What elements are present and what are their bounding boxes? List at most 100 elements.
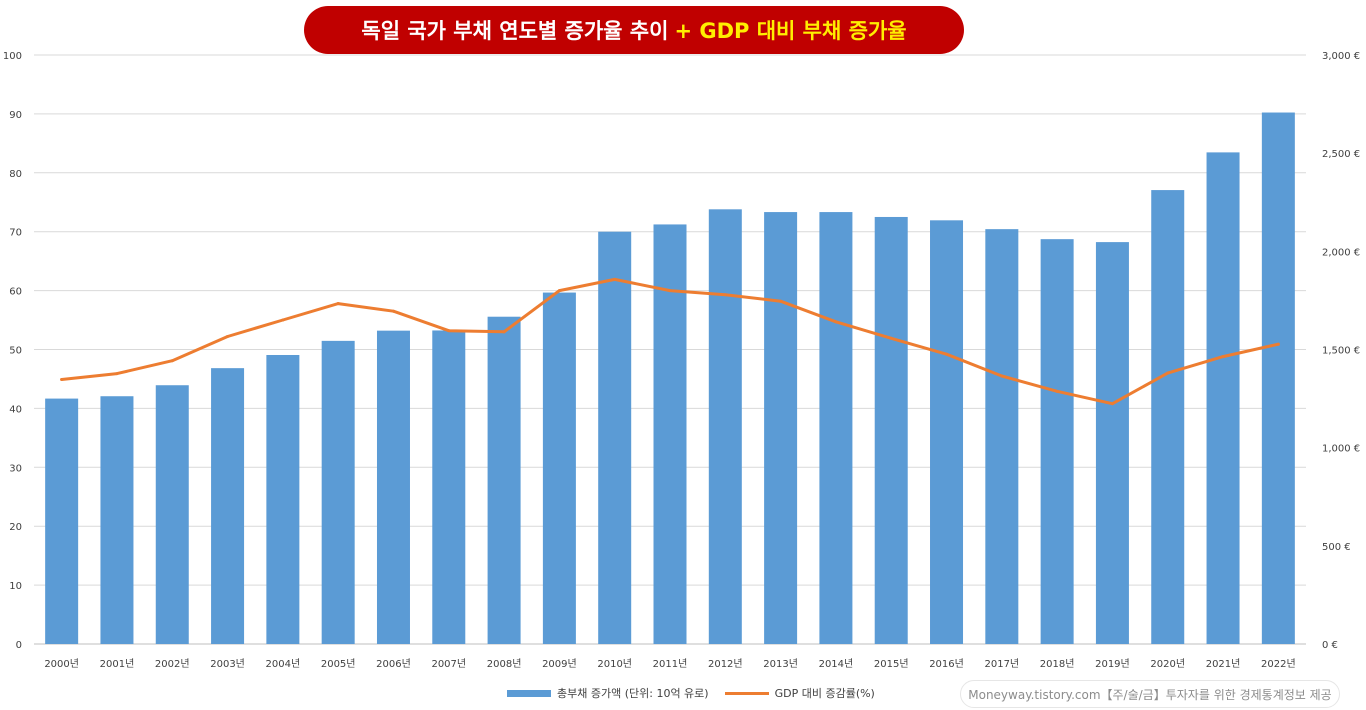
y-left-tick-label: 20 (9, 522, 22, 533)
chart-title-highlight: + GDP 대비 부채 증가율 (674, 19, 907, 43)
bar (1151, 190, 1185, 644)
x-tick-label: 2001년 (100, 658, 135, 670)
chart-title: 독일 국가 부채 연도별 증가율 추이 + GDP 대비 부채 증가율 (304, 6, 964, 54)
bar (321, 340, 355, 644)
line-point (723, 293, 727, 297)
x-tick-label: 2022년 (1261, 658, 1296, 670)
y-left-tick-label: 40 (9, 404, 22, 415)
bar (874, 216, 908, 644)
x-tick-label: 2015년 (874, 658, 909, 670)
legend-item-line: GDP 대비 증감률(%) (724, 685, 875, 701)
bar (266, 354, 300, 644)
line-point (945, 352, 949, 356)
bar (1261, 112, 1295, 645)
legend: 총부채 증가액 (단위: 10억 유로) GDP 대비 증감률(%) (507, 684, 891, 702)
y-left-tick-label: 90 (9, 110, 22, 121)
legend-swatch-bars (507, 689, 551, 697)
line-point (170, 359, 174, 363)
bar (708, 209, 742, 644)
bar (1095, 242, 1129, 645)
bar (432, 330, 466, 644)
y-right-tick-label: 0 € (1322, 640, 1338, 651)
x-tick-label: 2003년 (210, 658, 245, 670)
bar (598, 231, 632, 644)
chart-title-main: 독일 국가 부채 연도별 증가율 추이 (361, 19, 669, 43)
line-point (1166, 371, 1170, 375)
x-tick-label: 2014년 (819, 658, 854, 670)
line-point (1110, 402, 1114, 406)
x-tick-label: 2010년 (597, 658, 632, 670)
line-point (613, 277, 617, 281)
x-tick-label: 2002년 (155, 658, 190, 670)
y-left-tick-label: 80 (9, 169, 22, 180)
line-point (60, 378, 64, 382)
line-point (557, 289, 561, 293)
bar (985, 229, 1019, 645)
y-right-tick-label: 2,500 € (1322, 149, 1360, 160)
x-tick-label: 2019년 (1095, 658, 1130, 670)
legend-label-line: GDP 대비 증감률(%) (774, 687, 875, 700)
bar (542, 292, 576, 644)
bar (155, 385, 189, 644)
y-left-tick-label: 60 (9, 287, 22, 298)
y-right-tick-label: 3,000 € (1322, 51, 1360, 62)
bar (100, 396, 134, 644)
x-tick-label: 2017년 (984, 658, 1019, 670)
bar (819, 212, 853, 645)
line-point (1000, 374, 1004, 378)
bar (487, 316, 521, 644)
x-tick-label: 2006년 (376, 658, 411, 670)
y-left-tick-label: 0 (16, 640, 22, 651)
x-tick-label: 2000년 (44, 658, 79, 670)
bar (1040, 239, 1074, 645)
line-point (447, 329, 451, 333)
line-point (1055, 389, 1059, 393)
bar (376, 330, 410, 644)
y-left-tick-label: 70 (9, 228, 22, 239)
line-point (391, 309, 395, 313)
x-tick-label: 2005년 (321, 658, 356, 670)
line-point (1276, 342, 1280, 346)
x-tick-label: 2011년 (653, 658, 688, 670)
y-right-tick-label: 2,000 € (1322, 247, 1360, 258)
y-left-tick-label: 50 (9, 346, 22, 357)
line-point (226, 335, 230, 339)
y-left-tick-label: 30 (9, 463, 22, 474)
line-point (281, 318, 285, 322)
line-point (889, 336, 893, 340)
y-left-tick-label: 10 (9, 581, 22, 592)
x-tick-label: 2008년 (487, 658, 522, 670)
x-tick-label: 2021년 (1206, 658, 1241, 670)
x-tick-label: 2012년 (708, 658, 743, 670)
x-tick-label: 2020년 (1150, 658, 1185, 670)
line-point (779, 299, 783, 303)
bar (211, 368, 245, 644)
line-point (834, 320, 838, 324)
y-left-tick-label: 100 (3, 51, 22, 62)
line-point (668, 289, 672, 293)
bar (653, 224, 687, 644)
x-tick-label: 2013년 (763, 658, 798, 670)
bar (764, 212, 798, 645)
y-right-tick-label: 1,500 € (1322, 346, 1360, 357)
bar (1206, 152, 1240, 644)
x-tick-label: 2018년 (1040, 658, 1075, 670)
x-tick-label: 2004년 (266, 658, 301, 670)
line-point (115, 372, 119, 376)
x-tick-label: 2007년 (431, 658, 466, 670)
legend-label-bars: 총부채 증가액 (단위: 10억 유로) (557, 687, 709, 700)
bar (930, 220, 964, 644)
chart-area: 0 10 20 30 40 50 60 70 80 90 100 0 € 500 € 1,000 € 1,… (3, 51, 1360, 670)
y-right-tick-label: 500 € (1322, 542, 1351, 553)
x-tick-label: 2009년 (542, 658, 577, 670)
bar (45, 398, 79, 644)
y-right-tick-label: 1,000 € (1322, 444, 1360, 455)
legend-swatch-line (724, 691, 769, 695)
line-point (1221, 355, 1225, 359)
line-point (502, 330, 506, 334)
line-point (336, 302, 340, 306)
legend-item-bars: 총부채 증가액 (단위: 10억 유로) (507, 685, 709, 701)
watermark-text: Moneyway.tistory.com【주/술/금】투자자를 위한 경제통계정… (968, 687, 1332, 702)
watermark-badge: Moneyway.tistory.com【주/술/금】투자자를 위한 경제통계정… (960, 680, 1340, 708)
x-tick-label: 2016년 (929, 658, 964, 670)
